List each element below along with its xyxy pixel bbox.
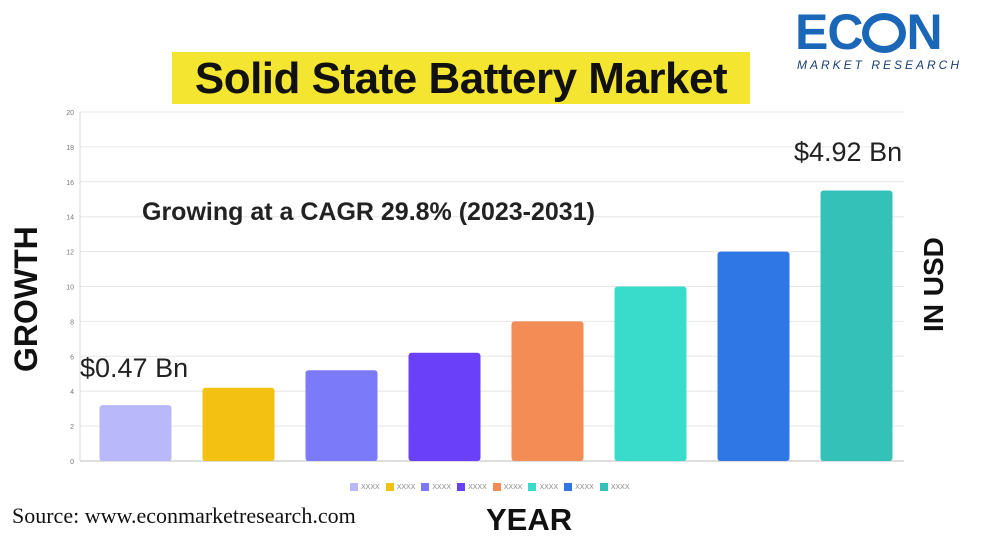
y-tick-label: 20: [66, 110, 74, 117]
legend-item: XXXX: [421, 483, 451, 491]
legend-label: XXXX: [468, 483, 487, 491]
chart-legend: XXXX XXXX XXXX XXXX XXXX XXXX XXXX XXXX: [350, 481, 630, 493]
legend-item: XXXX: [492, 483, 523, 491]
legend-swatch: [564, 483, 573, 491]
legend-label: XXXX: [575, 483, 594, 491]
y-axis-label-right: IN USD: [918, 237, 949, 332]
legend-swatch: [350, 483, 358, 491]
logo-wordmark: EC N: [795, 4, 943, 60]
bar: [820, 190, 893, 461]
cagr-annotation: Growing at a CAGR 29.8% (2023-2031): [142, 198, 595, 226]
legend-item: XXXX: [564, 483, 594, 491]
legend-label: XXXX: [361, 483, 380, 491]
logo-globe-icon: [862, 13, 907, 53]
bar: [99, 405, 172, 461]
y-tick-label: 4: [70, 389, 74, 396]
y-tick-label: 12: [66, 250, 74, 257]
legend-swatch: [528, 483, 537, 491]
y-tick-label: 14: [66, 215, 74, 222]
bar: [511, 321, 584, 461]
legend-label: XXXX: [432, 483, 452, 491]
legend-label: XXXX: [396, 483, 416, 491]
y-tick-label: 8: [70, 319, 74, 326]
x-axis-label: YEAR: [486, 502, 573, 537]
title-highlight: Solid State Battery Market: [172, 52, 750, 104]
first-value-annotation: $0.47 Bn: [80, 353, 189, 383]
legend-item: XXXX: [599, 483, 630, 491]
legend-item: XXXX: [528, 483, 558, 491]
legend-swatch: [421, 483, 430, 491]
y-tick-label: 18: [66, 145, 74, 152]
source-text: Source: www.econmarketresearch.com: [12, 503, 356, 528]
chart-title: Solid State Battery Market: [194, 54, 728, 103]
bar: [305, 370, 378, 461]
legend-item: XXXX: [457, 483, 487, 491]
legend-label: XXXX: [610, 483, 630, 491]
legend-swatch: [385, 483, 394, 491]
y-tick-label: 10: [66, 285, 74, 292]
bar: [408, 352, 481, 461]
y-tick-label: 2: [70, 424, 74, 431]
y-tick-label: 16: [66, 180, 74, 187]
logo-subtitle: MARKET RESEARCH: [797, 58, 963, 72]
legend-swatch: [599, 483, 608, 491]
legend-swatch: [457, 483, 466, 491]
bar: [717, 251, 790, 461]
y-axis-label: GROWTH: [8, 226, 44, 372]
legend-item: XXXX: [385, 483, 416, 491]
last-value-annotation: $4.92 Bn: [794, 137, 903, 167]
y-tick-label: 0: [70, 459, 74, 466]
y-tick-label: 6: [70, 354, 74, 361]
legend-swatch: [492, 483, 501, 491]
econ-logo: EC N MARKET RESEARCH: [795, 6, 975, 74]
legend-item: XXXX: [350, 483, 380, 491]
bar: [614, 286, 687, 461]
legend-label: XXXX: [539, 483, 559, 491]
legend-label: XXXX: [503, 483, 523, 491]
bar: [202, 387, 275, 461]
